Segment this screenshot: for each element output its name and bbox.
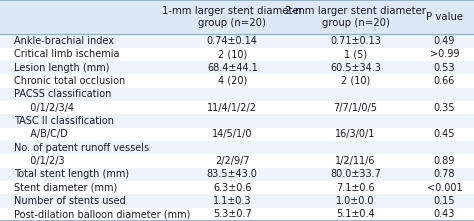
Text: 0.15: 0.15 xyxy=(434,196,455,206)
Text: 6.3±0.6: 6.3±0.6 xyxy=(213,183,252,193)
Text: 0.53: 0.53 xyxy=(434,63,455,73)
Text: 0.89: 0.89 xyxy=(434,156,455,166)
Text: PACSS classification: PACSS classification xyxy=(14,89,111,99)
Bar xyxy=(0,101,474,114)
Text: A/B/C/D: A/B/C/D xyxy=(24,129,67,139)
Bar xyxy=(0,48,474,61)
Bar xyxy=(0,168,474,181)
Text: TASC II classification: TASC II classification xyxy=(14,116,114,126)
Bar xyxy=(0,88,474,101)
Text: 0/1/2/3/4: 0/1/2/3/4 xyxy=(24,103,73,113)
Text: 0.35: 0.35 xyxy=(434,103,455,113)
Bar xyxy=(0,0,474,34)
Text: 0.49: 0.49 xyxy=(434,36,455,46)
Text: 80.0±33.7: 80.0±33.7 xyxy=(330,169,381,179)
Bar xyxy=(0,74,474,88)
Text: 1.0±0.0: 1.0±0.0 xyxy=(336,196,375,206)
Text: 0.71±0.13: 0.71±0.13 xyxy=(330,36,381,46)
Text: 0.74±0.14: 0.74±0.14 xyxy=(207,36,258,46)
Text: 1/2/11/6: 1/2/11/6 xyxy=(335,156,376,166)
Bar xyxy=(0,194,474,208)
Text: 0.66: 0.66 xyxy=(434,76,455,86)
Text: 0.45: 0.45 xyxy=(434,129,455,139)
Text: 11/4/1/2/2: 11/4/1/2/2 xyxy=(207,103,257,113)
Text: 14/5/1/0: 14/5/1/0 xyxy=(212,129,253,139)
Text: 68.4±44.1: 68.4±44.1 xyxy=(207,63,258,73)
Text: 0.43: 0.43 xyxy=(434,209,455,219)
Bar xyxy=(0,114,474,128)
Text: <0.001: <0.001 xyxy=(427,183,462,193)
Bar xyxy=(0,181,474,194)
Text: >0.99: >0.99 xyxy=(429,49,459,59)
Text: 5.3±0.7: 5.3±0.7 xyxy=(213,209,252,219)
Text: 0.78: 0.78 xyxy=(434,169,455,179)
Text: 4 (20): 4 (20) xyxy=(218,76,247,86)
Bar xyxy=(0,141,474,154)
Text: 1-mm larger stent diameter
group (n=20): 1-mm larger stent diameter group (n=20) xyxy=(162,6,303,28)
Text: Stent diameter (mm): Stent diameter (mm) xyxy=(14,183,118,193)
Bar xyxy=(0,34,474,48)
Text: 1 (5): 1 (5) xyxy=(344,49,367,59)
Bar xyxy=(0,154,474,168)
Bar xyxy=(0,128,474,141)
Text: 7/7/1/0/5: 7/7/1/0/5 xyxy=(334,103,377,113)
Text: Total stent length (mm): Total stent length (mm) xyxy=(14,169,129,179)
Text: 1.1±0.3: 1.1±0.3 xyxy=(213,196,252,206)
Text: 2-mm larger stent diameter
group (n=20): 2-mm larger stent diameter group (n=20) xyxy=(285,6,426,28)
Text: P value: P value xyxy=(426,12,463,22)
Text: 2 (10): 2 (10) xyxy=(341,76,370,86)
Text: 2 (10): 2 (10) xyxy=(218,49,247,59)
Text: 2/2/9/7: 2/2/9/7 xyxy=(215,156,250,166)
Text: Critical limb ischemia: Critical limb ischemia xyxy=(14,49,120,59)
Text: 83.5±43.0: 83.5±43.0 xyxy=(207,169,258,179)
Text: 60.5±34.3: 60.5±34.3 xyxy=(330,63,381,73)
Text: 0/1/2/3: 0/1/2/3 xyxy=(24,156,64,166)
Bar xyxy=(0,208,474,221)
Text: Post-dilation balloon diameter (mm): Post-dilation balloon diameter (mm) xyxy=(14,209,191,219)
Text: No. of patent runoff vessels: No. of patent runoff vessels xyxy=(14,143,149,153)
Text: 5.1±0.4: 5.1±0.4 xyxy=(336,209,375,219)
Text: Number of stents used: Number of stents used xyxy=(14,196,126,206)
Text: Ankle-brachial index: Ankle-brachial index xyxy=(14,36,114,46)
Text: 7.1±0.6: 7.1±0.6 xyxy=(336,183,375,193)
Text: 16/3/0/1: 16/3/0/1 xyxy=(335,129,376,139)
Text: Lesion length (mm): Lesion length (mm) xyxy=(14,63,109,73)
Bar xyxy=(0,61,474,74)
Text: Chronic total occlusion: Chronic total occlusion xyxy=(14,76,126,86)
